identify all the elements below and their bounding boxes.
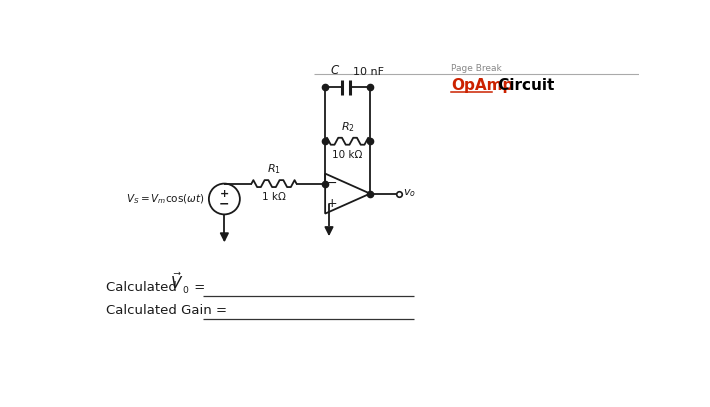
Text: $R_2$: $R_2$ (341, 120, 354, 133)
Text: $R_1$: $R_1$ (267, 162, 281, 176)
Text: Calculated: Calculated (106, 281, 181, 294)
Text: OpAmp: OpAmp (452, 78, 514, 93)
Text: −: − (219, 198, 229, 211)
Text: Page Break: Page Break (451, 64, 502, 73)
Text: 10 nF: 10 nF (353, 67, 384, 77)
Text: $_0$: $_0$ (182, 283, 189, 296)
Text: Calculated Gain =: Calculated Gain = (106, 304, 226, 317)
Text: C: C (331, 64, 339, 77)
Text: Circuit: Circuit (493, 78, 555, 93)
Text: +: + (327, 197, 337, 210)
Text: −: − (327, 177, 337, 190)
Text: $V_S = V_m\cos(\omega t)$: $V_S = V_m\cos(\omega t)$ (126, 192, 204, 206)
Text: 1 kΩ: 1 kΩ (262, 192, 286, 202)
Text: =: = (190, 281, 204, 294)
Text: $\vec{V}$: $\vec{V}$ (170, 271, 183, 292)
Text: +: + (220, 188, 229, 199)
Text: 10 kΩ: 10 kΩ (332, 150, 363, 160)
Text: $v_o$: $v_o$ (403, 188, 416, 199)
